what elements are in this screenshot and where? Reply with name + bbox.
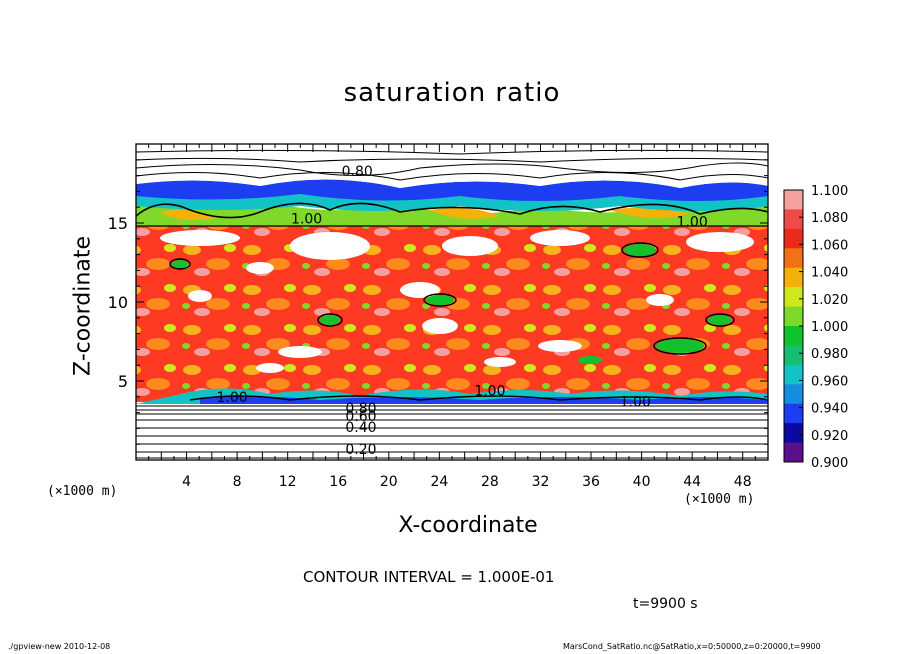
colorbar-label: 0.920 [811,429,848,444]
green-band [136,196,768,226]
contour-label: 1.00 [474,383,505,399]
contour-label: 0.20 [345,442,376,458]
colorbar-swatch [784,228,803,249]
contour-labels: 0.801.00 1.000.800.600.400.201.00 1.001.00 [216,164,707,458]
cyan-stripe [136,194,768,211]
colorbar-swatch [784,364,803,385]
colorbar: 1.100 1.080 1.060 1.040 1.020 1.000 0.980 0.960… [783,184,848,471]
contour-label: 1.00 [620,395,651,411]
contour-label: 0.40 [345,420,376,436]
x-axis-ticks: 4 8 12 16 20 24 28 32 36 40 44 48 [135,144,769,490]
colorbar-label: 0.940 [811,402,848,417]
x-tick-label: 24 [430,474,448,490]
bottom-contours [136,405,768,459]
y-tick-label: 10 [108,293,128,312]
colorbar-swatch [784,248,803,269]
colorbar-label: 1.060 [811,238,848,253]
colorbar-label: 1.100 [811,184,848,199]
colorbar-swatch [784,209,803,230]
cloud-base-blue [200,396,768,404]
contour-label: 0.80 [342,164,373,180]
colorbar-swatch [784,267,803,288]
time-label: t=9900 s [633,596,698,612]
y-axis-label: Z-coordinate [70,236,96,376]
x-tick-label: 4 [182,474,191,490]
yellow-patches [160,207,690,220]
colorbar-swatch [784,287,803,308]
saturated-region [136,226,768,402]
x-tick-label: 48 [734,474,752,490]
colorbar-swatch [784,384,803,405]
x-tick-label: 28 [481,474,499,490]
colorbar-label: 0.960 [811,374,848,389]
y-tick-label: 5 [118,372,128,391]
colorbar-label: 1.040 [811,266,848,281]
x-tick-label: 12 [279,474,297,490]
colorbar-label: 1.000 [811,320,848,335]
contour-interval-label: CONTOUR INTERVAL = 1.000E-01 [303,568,555,586]
contour-label: 1.00 [291,211,322,227]
y-axis-ticks: 5 10 15 [108,143,768,461]
colorbar-swatch [784,306,803,327]
unsaturated-holes [160,230,754,373]
x-axis-label: X-coordinate [398,513,538,538]
green-patches [172,244,732,364]
contour-label: 0.80 [345,401,376,417]
x-tick-label: 16 [329,474,347,490]
colorbar-swatch [784,442,803,463]
colorbar-swatch [784,403,803,424]
contour-label: 1.00 [216,390,247,406]
colorbar-label: 1.080 [811,211,848,226]
x-unit-label-left: (×1000 m) [47,484,118,499]
colorbar-label: 0.900 [811,456,848,471]
colorbar-swatch [784,423,803,444]
footer-left: ./gpview-new 2010-12-08 [8,642,111,651]
interior-contours [136,225,768,401]
colorbar-label: 1.020 [811,293,848,308]
chart-title: saturation ratio [343,78,561,108]
x-tick-label: 8 [233,474,242,490]
contour-label: 1.00 [677,214,708,230]
colorbar-label: 0.980 [811,347,848,362]
x-unit-label-right: (×1000 m) [684,492,755,507]
colorbar-swatch [784,190,803,210]
x-tick-label: 32 [532,474,550,490]
x-tick-label: 20 [380,474,398,490]
x-tick-label: 44 [683,474,701,490]
footer-right: MarsCond_SatRatio.nc@SatRatio,x=0:50000,… [563,642,821,651]
x-tick-label: 36 [582,474,600,490]
x-tick-label: 40 [633,474,651,490]
y-tick-label: 15 [108,214,128,233]
top-cap [136,144,768,188]
plot-area [136,144,768,460]
colorbar-swatch [784,326,803,346]
lower-layer [136,400,768,460]
contour-label: 0.60 [345,409,376,425]
colorbar-swatch [784,345,803,366]
top-contours [136,149,768,219]
